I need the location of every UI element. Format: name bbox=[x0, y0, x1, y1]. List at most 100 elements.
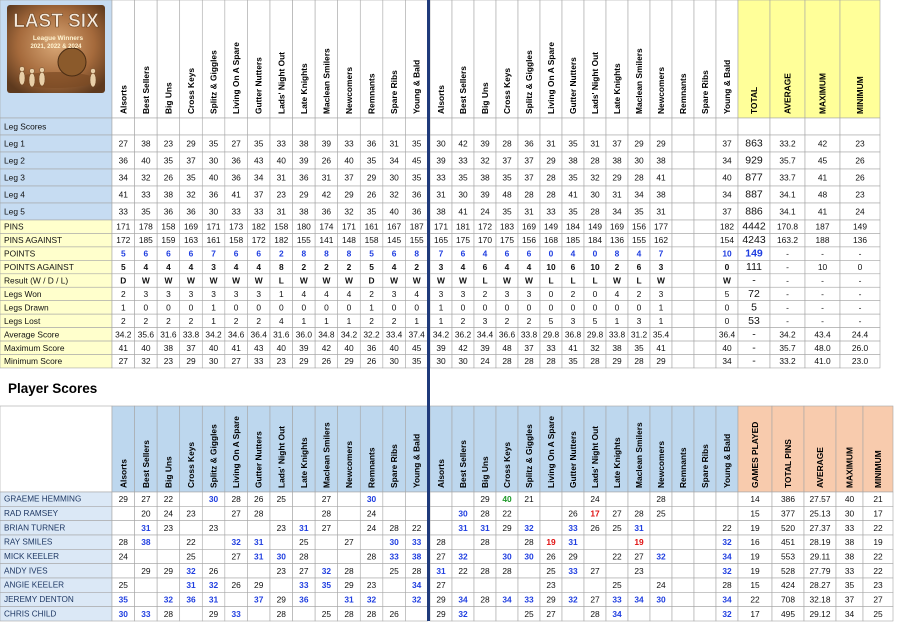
score: 24 bbox=[480, 207, 490, 217]
summary-value: 45 bbox=[818, 156, 828, 166]
score: 136 bbox=[610, 235, 624, 245]
cell bbox=[693, 286, 717, 301]
score: 38 bbox=[656, 190, 666, 200]
score: 161 bbox=[365, 222, 379, 232]
score: 0 bbox=[637, 302, 642, 312]
cell bbox=[671, 246, 695, 261]
player-score: 28 bbox=[656, 494, 666, 504]
score: 35 bbox=[367, 207, 377, 217]
cell bbox=[862, 405, 894, 493]
player-score: 27 bbox=[590, 566, 600, 576]
player-score: 33 bbox=[389, 552, 399, 562]
score: 36.4 bbox=[251, 329, 268, 339]
player-summary: 27 bbox=[873, 595, 883, 605]
cell bbox=[451, 577, 475, 593]
score: 31 bbox=[436, 190, 446, 200]
cell bbox=[693, 491, 717, 507]
cell bbox=[156, 534, 181, 550]
score: 7 bbox=[439, 249, 444, 259]
column-header: Late Knights bbox=[299, 437, 309, 488]
score: 43 bbox=[254, 156, 264, 166]
score: W bbox=[322, 276, 330, 286]
cell bbox=[605, 491, 629, 507]
score: 8 bbox=[279, 262, 284, 272]
column-header: Big Uns bbox=[163, 456, 173, 488]
cell bbox=[627, 577, 651, 593]
cell bbox=[269, 577, 293, 593]
player-score: 22 bbox=[164, 494, 174, 504]
score: 38 bbox=[612, 343, 622, 353]
score: 33 bbox=[119, 207, 129, 217]
score: 3 bbox=[439, 262, 444, 272]
score: 37 bbox=[524, 156, 534, 166]
column-header: Spare Ribs bbox=[700, 70, 710, 114]
player-score: 22 bbox=[502, 509, 512, 519]
score: 29 bbox=[344, 356, 354, 366]
score: 0 bbox=[189, 302, 194, 312]
score: 39 bbox=[480, 190, 490, 200]
score: 42 bbox=[458, 139, 468, 149]
cell bbox=[201, 506, 226, 521]
cell bbox=[693, 134, 717, 153]
summary-value: 4442 bbox=[742, 221, 766, 233]
score: 40 bbox=[722, 343, 732, 353]
score: 38 bbox=[568, 156, 578, 166]
cell bbox=[156, 549, 181, 564]
score: 36 bbox=[231, 173, 241, 183]
score: 0 bbox=[549, 249, 554, 259]
score: 4 bbox=[461, 262, 466, 272]
score: 28 bbox=[590, 207, 600, 217]
cell bbox=[627, 117, 651, 136]
score: W bbox=[187, 276, 195, 286]
cell bbox=[693, 273, 717, 288]
cell bbox=[671, 354, 695, 369]
score: 29.8 bbox=[543, 329, 560, 339]
player-summary: 495 bbox=[781, 609, 795, 619]
player-score: 26 bbox=[254, 494, 264, 504]
column-header: Cross Keys bbox=[186, 442, 196, 488]
cell bbox=[111, 563, 135, 579]
cell bbox=[201, 549, 226, 564]
cell bbox=[359, 117, 384, 136]
score: 149 bbox=[544, 222, 558, 232]
row-label: Leg 4 bbox=[4, 190, 25, 200]
score: 30 bbox=[634, 156, 644, 166]
cell bbox=[605, 534, 629, 550]
player-score: 27 bbox=[299, 566, 309, 576]
score: 4 bbox=[615, 289, 620, 299]
score: W bbox=[142, 276, 150, 286]
score: 48 bbox=[502, 343, 512, 353]
player-score: 29 bbox=[436, 595, 446, 605]
score: 8 bbox=[324, 249, 329, 259]
score: 4 bbox=[505, 262, 510, 272]
score: 158 bbox=[274, 222, 288, 232]
summary-value: 10 bbox=[818, 262, 828, 272]
score: 1 bbox=[211, 302, 216, 312]
player-summary: 528 bbox=[781, 566, 795, 576]
cell bbox=[803, 405, 837, 493]
player-summary: 16 bbox=[750, 537, 760, 547]
cell bbox=[405, 117, 429, 136]
score: 28 bbox=[524, 356, 534, 366]
column-header: Lads' Night Out bbox=[590, 426, 600, 488]
player-score: 27 bbox=[141, 494, 151, 504]
score: 1 bbox=[659, 302, 664, 312]
cell bbox=[201, 534, 226, 550]
column-header: Cross Keys bbox=[502, 68, 512, 114]
row-label: Minimum Score bbox=[4, 356, 63, 366]
player-score: 22 bbox=[612, 552, 622, 562]
score: 175 bbox=[456, 235, 470, 245]
score: 38 bbox=[141, 139, 151, 149]
player-score: 31 bbox=[209, 595, 219, 605]
summary-value: 886 bbox=[745, 206, 763, 218]
score: 41 bbox=[568, 190, 578, 200]
player-score: 34 bbox=[634, 595, 644, 605]
player-score: 32 bbox=[458, 552, 468, 562]
score: 29 bbox=[367, 173, 377, 183]
player-score: 27 bbox=[546, 609, 556, 619]
player-score: 28 bbox=[480, 566, 490, 576]
player-score: 29 bbox=[277, 595, 287, 605]
player-score: 29 bbox=[568, 552, 578, 562]
player-score: 21 bbox=[524, 494, 534, 504]
cell bbox=[179, 606, 203, 622]
